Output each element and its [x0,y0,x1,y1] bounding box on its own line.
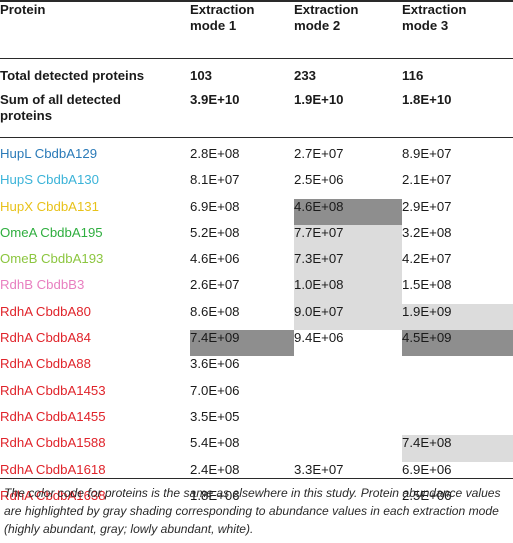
summary-value: 1.8E+10 [402,92,452,107]
protein-name: RdhA CbdbA1618 [0,461,106,477]
protein-name: RdhA CbdbA1455 [0,408,106,424]
abundance-value: 2.5E+06 [402,487,452,503]
abundance-value: 2.7E+07 [294,146,344,161]
summary-row-sum: Sum of all detected proteins 3.9E+10 1.9… [0,92,513,124]
abundance-value: 2.6E+07 [190,277,240,293]
header-row: Protein Extraction mode 1 Extraction mod… [0,2,513,34]
abundance-value: 2.1E+07 [402,172,452,188]
header-rule [0,58,513,59]
table-row: RdhB CbdbB3 2.6E+07 1.0E+08 1.5E+08 [0,277,513,304]
abundance-value: 4.6E+08 [294,198,402,225]
abundance-value: 2.4E+08 [190,461,240,477]
abundance-value [294,356,402,382]
table-footnote: The color code for proteins is the same … [4,486,501,536]
abundance-value: 7.0E+06 [190,382,240,398]
summary-value: 233 [294,68,317,83]
protein-name: HupS CbdbA130 [0,172,99,188]
abundance-value: 6.9E+08 [190,198,240,214]
summary-value: 3.9E+10 [190,92,240,107]
header-mode-2: Extraction mode 2 [294,2,359,33]
table-row: RdhA CbdbA88 3.6E+06 [0,356,513,382]
table-row: RdhA CbdbA1455 3.5E+05 [0,409,513,435]
abundance-value: 2.5E+06 [294,172,344,188]
summary-row-total: Total detected proteins 103 233 116 [0,68,513,92]
abundance-value: 6.9E+06 [402,461,452,477]
summary-value: 1.9E+10 [294,92,344,107]
summary-rule [0,137,513,138]
summary-label: Total detected proteins [0,68,145,83]
abundance-value [402,356,513,382]
table-row: OmeB CbdbA193 4.6E+06 7.3E+07 4.2E+07 [0,251,513,278]
table-row: RdhA CbdbA80 8.6E+08 9.0E+07 1.9E+09 [0,303,513,331]
abundance-value: 8.9E+07 [402,146,452,161]
protein-name: RdhB CbdbB3 [0,277,85,293]
summary-table: Total detected proteins 103 233 116 Sum … [0,68,513,124]
protein-name: HupL CbdbA129 [0,146,98,161]
abundance-value: 4.6E+06 [190,251,240,267]
abundance-value: 5.4E+08 [190,435,240,451]
abundance-value [402,409,513,435]
summary-label: Sum of all detected proteins [0,92,121,123]
abundance-value: 3.2E+08 [402,224,452,240]
table-row: RdhA CbdbA1453 7.0E+06 [0,383,513,409]
protein-name: HupX CbdbA131 [0,198,99,214]
table-row: HupX CbdbA131 6.9E+08 4.6E+08 2.9E+07 [0,198,513,225]
protein-name: RdhA CbdbA80 [0,303,91,319]
abundance-value [294,383,402,409]
abundance-value: 4.5E+09 [402,330,513,357]
abundance-value: 2.8E+08 [190,146,240,161]
abundance-value: 9.0E+07 [294,303,402,331]
abundance-value: 3.5E+05 [190,408,240,424]
abundance-value: 9.4E+06 [294,330,344,346]
protein-name: RdhA CbdbA84 [0,330,91,346]
abundance-value: 7.4E+08 [402,435,513,462]
protein-table: HupL CbdbA129 2.8E+08 2.7E+07 8.9E+07 HupS C… [0,146,513,514]
protein-name: OmeA CbdbA195 [0,224,103,240]
table-row: RdhA CbdbA1618 2.4E+08 3.3E+07 6.9E+06 [0,462,513,488]
protein-name: RdhA CbdbA88 [0,356,91,372]
abundance-value: 8.1E+07 [190,172,240,188]
summary-value: 116 [402,68,424,83]
abundance-value: 2.9E+07 [402,198,452,214]
abundance-value: 3.3E+07 [294,461,344,477]
bottom-rule [0,478,513,479]
header-mode-1: Extraction mode 1 [190,2,255,33]
table-row: RdhA CbdbA84 7.4E+09 9.4E+06 4.5E+09 [0,330,513,357]
table-row: HupL CbdbA129 2.8E+08 2.7E+07 8.9E+07 [0,146,513,172]
table-row: OmeA CbdbA195 5.2E+08 7.7E+07 3.2E+08 [0,224,513,252]
header-mode-3: Extraction mode 3 [402,2,467,33]
table-row: RdhA CbdbA1588 5.4E+08 7.4E+08 [0,435,513,462]
table-row: RdhA CbdbA1638 1.8E+06 2.5E+06 [0,488,513,514]
abundance-value: 1.8E+06 [190,487,240,503]
abundance-value [294,435,402,461]
abundance-value [294,409,402,435]
header-table: Protein Extraction mode 1 Extraction mod… [0,2,513,34]
protein-name: RdhA CbdbA1638 [0,487,106,503]
abundance-value [402,383,513,409]
abundance-value: 7.3E+07 [294,251,402,278]
protein-name: RdhA CbdbA1453 [0,382,106,398]
header-protein: Protein [0,2,46,17]
abundance-value: 1.5E+08 [402,277,452,293]
abundance-value: 7.7E+07 [294,224,402,252]
abundance-value: 5.2E+08 [190,224,240,240]
abundance-value: 1.9E+09 [402,303,513,331]
abundance-value: 8.6E+08 [190,303,240,319]
protein-name: RdhA CbdbA1588 [0,435,106,451]
top-rule [0,0,513,2]
abundance-value: 7.4E+09 [190,330,294,357]
summary-value: 103 [190,68,213,83]
protein-name: OmeB CbdbA193 [0,251,104,267]
abundance-value: 1.0E+08 [294,277,402,304]
abundance-value: 4.2E+07 [402,251,452,267]
table-row: HupS CbdbA130 8.1E+07 2.5E+06 2.1E+07 [0,172,513,198]
abundance-value: 3.6E+06 [190,356,240,372]
